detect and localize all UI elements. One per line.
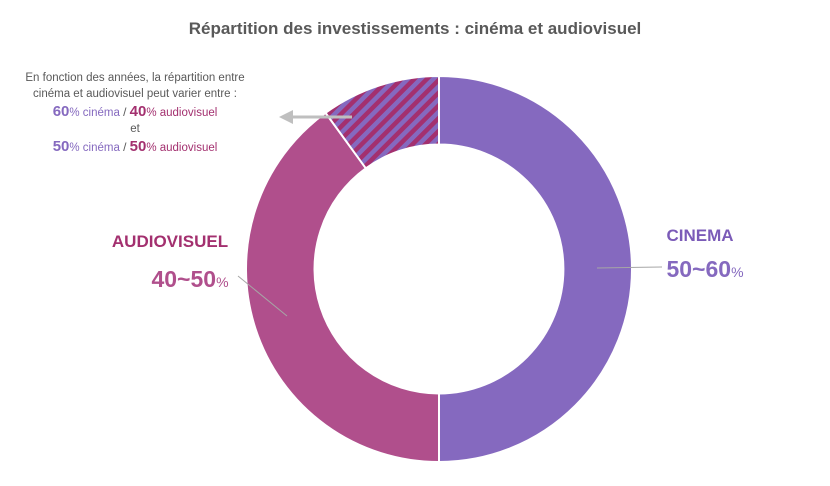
audio-leader-line: [237, 275, 288, 317]
ratio1-cinema-value: 60: [52, 103, 70, 120]
left-arrow-icon: [279, 110, 352, 124]
audiovisuel-range-value: 40~50: [151, 266, 217, 292]
ratio2-cinema-value: 50: [52, 138, 70, 155]
ratio1-audio-value: 40: [129, 103, 147, 120]
donut-slices: [245, 74, 633, 464]
note-ratio-2: 50% cinéma / 50% audiovisuel: [10, 139, 260, 156]
ratio2-audio-value: 50: [129, 138, 147, 155]
note-line-2: cinéma et audiovisuel peut varier entre …: [33, 88, 237, 100]
cinema-leader-line: [596, 266, 663, 269]
ratio1-audio-unit: % audiovisuel: [146, 107, 218, 119]
ratio2-cinema-unit: % cinéma: [69, 142, 120, 154]
note-ratio-1: 60% cinéma / 40% audiovisuel: [10, 104, 260, 121]
donut-slice-audiovisuel: [245, 111, 440, 464]
ratio2-separator: /: [123, 140, 127, 154]
cinema-range-value: 50~60: [666, 256, 732, 282]
ratio1-separator: /: [123, 105, 127, 119]
donut-slice-cinema: [438, 74, 633, 464]
chart-title: Répartition des investissements : cinéma…: [188, 19, 642, 38]
audiovisuel-range-unit: %: [216, 274, 229, 290]
audiovisuel-label: AUDIOVISUEL: [111, 232, 229, 251]
ratio2-audio-unit: % audiovisuel: [146, 142, 218, 154]
cinema-range: 50~60%: [650, 256, 760, 283]
cinema-label: CINEMA: [666, 226, 734, 245]
cinema-range-unit: %: [731, 264, 744, 280]
audiovisuel-range: 40~50%: [135, 266, 245, 293]
note-line-1: En fonction des années, la répartition e…: [25, 72, 245, 84]
donut-slice-variable: [324, 74, 440, 170]
note-connector: et: [130, 123, 140, 135]
ratio1-cinema-unit: % cinéma: [69, 107, 120, 119]
variation-note: En fonction des années, la répartition e…: [10, 70, 260, 156]
